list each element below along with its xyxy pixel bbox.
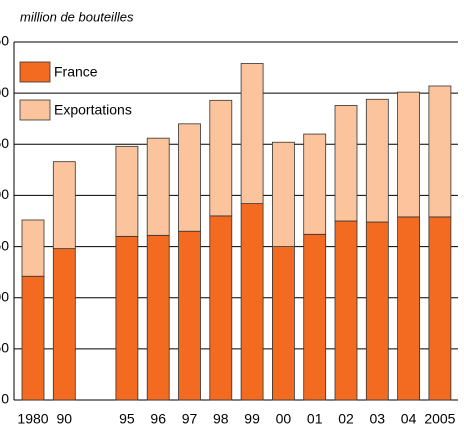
x-tick-label: 96 [150,411,166,427]
bar-segment [115,235,139,401]
x-tick-label: 90 [57,411,73,427]
bar-segment [146,137,170,236]
bar-segment [303,133,327,235]
bar-segment [365,98,389,223]
bar-segment [428,85,452,218]
bar-segment [178,230,201,401]
y-tick-label: 250 [0,135,9,151]
legend-label: Exportations [54,102,132,118]
bar-segment [52,248,76,401]
x-tick-label: 03 [370,411,386,427]
y-tick-label: 150 [0,237,9,253]
x-tick-label: 1980 [17,411,48,427]
bar-segment [209,99,233,217]
legend-label: France [54,64,98,80]
x-tick-label: 99 [244,411,260,427]
y-tick-label: 50 [0,340,9,356]
x-tick-label: 98 [213,411,229,427]
bar-segment [21,275,45,401]
bar-segment [240,63,264,205]
x-tick-label: 97 [182,411,198,427]
bar-segment [365,221,389,401]
x-tick-label: 95 [119,411,135,427]
bar-segment [115,145,139,237]
bar-segment [271,246,295,401]
y-tick-label: 100 [0,288,9,304]
bar-segment [397,91,421,218]
bar-segment [334,105,358,222]
y-tick-label: 350 [0,33,9,49]
x-tick-label: 2005 [424,411,455,427]
bar-segment [397,216,421,401]
x-tick-label: 01 [307,411,323,427]
bar-segment [271,141,295,247]
bar-segment [209,215,233,401]
bar-segment [178,123,201,232]
y-tick-label: 300 [0,84,9,100]
bar-segment [146,234,170,401]
bar-segment [52,161,76,250]
bar-segment [21,219,45,277]
y-tick-label: 0 [1,391,9,407]
bar-segment [303,233,327,401]
legend-swatch [19,61,51,83]
bar-segment [334,220,358,401]
legend-swatch [19,99,51,121]
y-tick-label: 200 [0,186,9,202]
bar-segment [428,216,452,401]
x-tick-label: 02 [338,411,354,427]
bar-segment [240,203,264,401]
x-tick-label: 04 [401,411,417,427]
x-tick-label: 00 [276,411,292,427]
chart-subtitle: million de bouteilles [20,9,134,24]
